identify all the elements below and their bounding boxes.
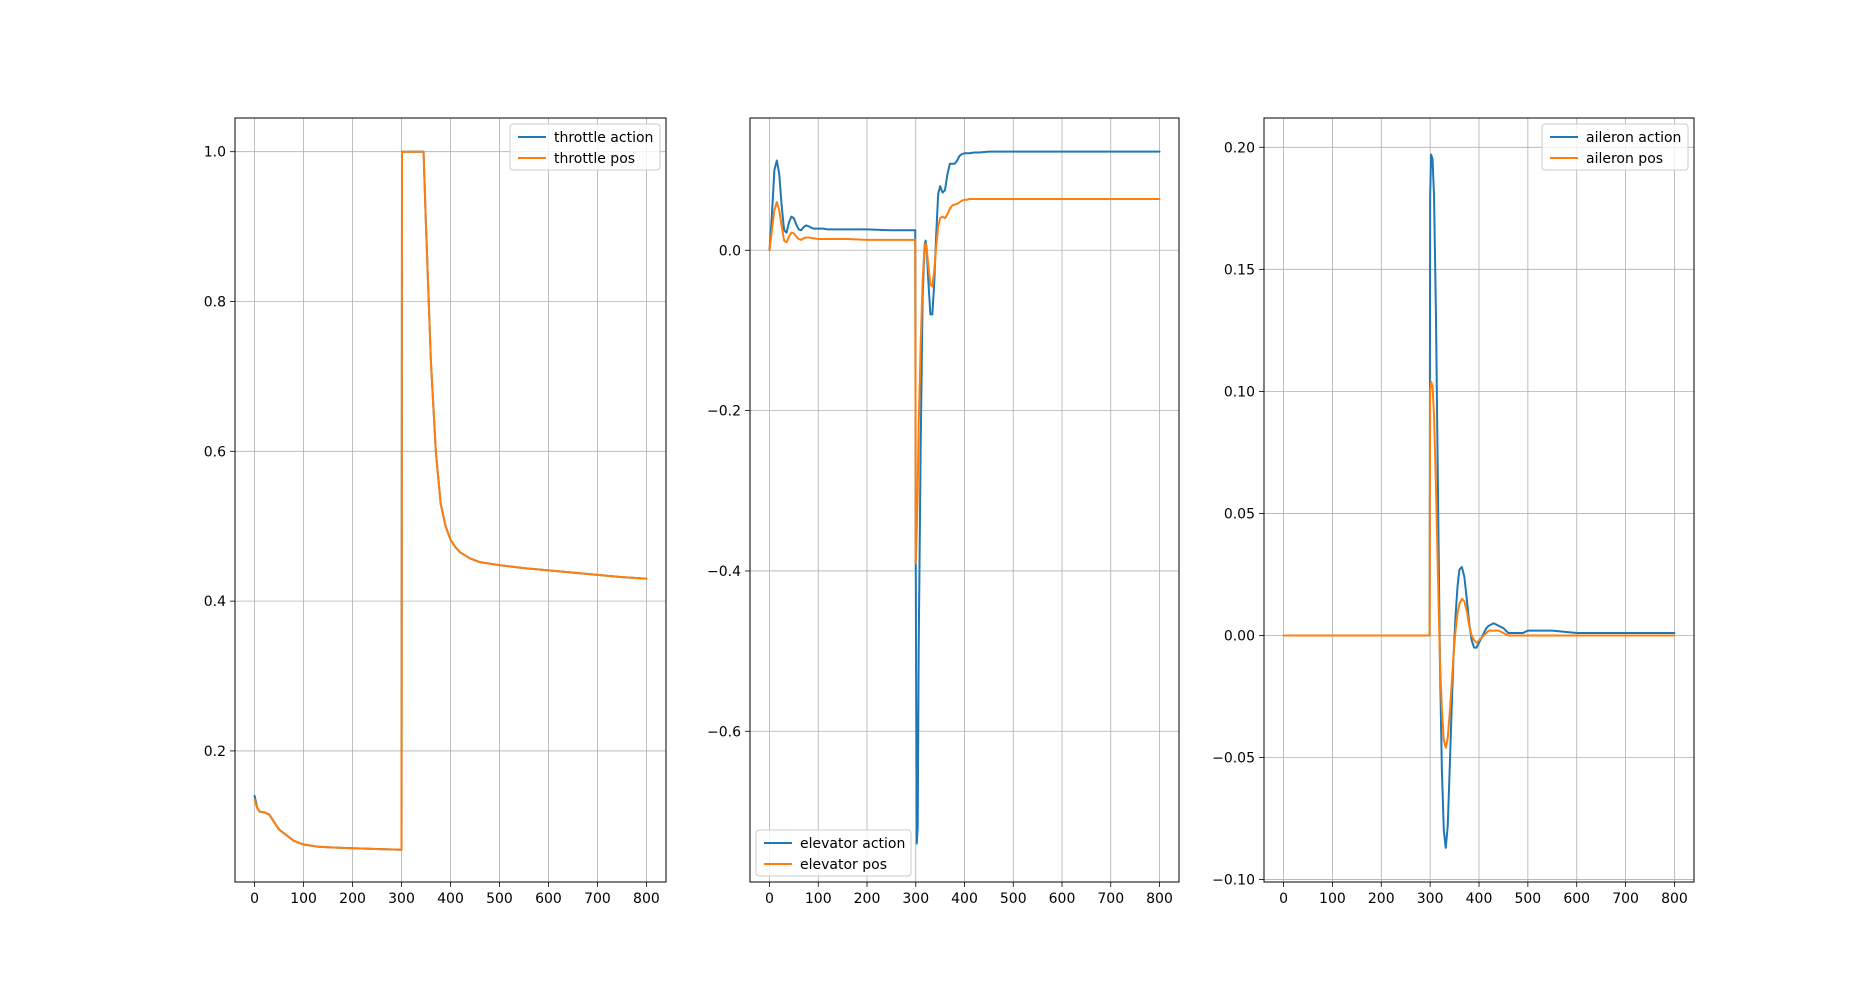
x-tick-label: 100 [805,891,832,907]
y-tick-label: 0.6 [204,444,226,460]
x-tick-label: 600 [1563,891,1590,907]
subplot-elevator: 0 100 200 300 400 500 600 700 800 −0.6 −0.4 −0.2 0.0… [707,117,1180,907]
x-tick-label: 400 [951,891,978,907]
y-tick-label: 0.0 [719,243,741,259]
subplot-aileron: 0 100 200 300 400 500 600 700 800 −0.10 −0.05 0.00 0… [1212,117,1695,907]
x-tick-label: 100 [290,891,317,907]
x-tick-label: 400 [1466,891,1493,907]
legend: throttle action throttle pos [509,123,661,171]
y-tick-label: 0.00 [1224,628,1255,644]
x-tick-label: 800 [1146,891,1173,907]
series-line-elevator-pos [768,197,1161,564]
legend-label: aileron pos [1586,151,1663,167]
x-tick-label: 700 [1097,891,1124,907]
series-line-aileron-pos [1282,380,1676,749]
ticks: 0 100 200 300 400 500 600 700 800 −0.10 −0.05 0.00 0… [1212,140,1688,907]
y-tick-label: −0.4 [707,564,741,580]
x-tick-label: 800 [633,891,660,907]
x-tick-label: 600 [535,891,562,907]
series-line-throttle-pos [253,150,648,851]
legend-label: throttle pos [554,151,635,167]
x-tick-label: 0 [250,891,259,907]
series-line-aileron-action [1282,153,1676,849]
y-tick-label: −0.2 [707,404,741,420]
y-tick-label: 0.15 [1224,262,1255,278]
y-tick-label: 0.8 [204,295,226,311]
y-tick-label: −0.10 [1212,873,1255,889]
subplot-throttle: 0 100 200 300 400 500 600 700 800 0.2 0.4 0.6 0.8 1.0… [204,117,667,907]
x-tick-label: 600 [1049,891,1076,907]
x-tick-label: 500 [1514,891,1541,907]
legend: aileron action aileron pos [1541,123,1689,171]
ticks: 0 100 200 300 400 500 600 700 800 −0.6 −0.4 −0.2 0.0 [707,243,1173,907]
x-tick-label: 0 [1279,891,1288,907]
legend-label: aileron action [1586,130,1681,146]
x-tick-label: 300 [388,891,415,907]
axes-frame [1263,117,1695,883]
x-tick-label: 800 [1661,891,1688,907]
y-tick-label: 0.2 [204,744,226,760]
x-tick-label: 0 [765,891,774,907]
x-tick-label: 300 [1417,891,1444,907]
legend-label: elevator pos [800,857,887,873]
series-group [768,150,1161,845]
x-tick-label: 200 [1368,891,1395,907]
x-tick-label: 700 [584,891,611,907]
legend-box [755,829,912,877]
legend-box [1541,123,1689,171]
grid [235,118,666,882]
legend-label: throttle action [554,130,653,146]
x-tick-label: 400 [437,891,464,907]
x-tick-label: 500 [486,891,513,907]
x-tick-label: 200 [854,891,881,907]
x-tick-label: 300 [902,891,929,907]
series-group [1282,153,1676,849]
axes-frame [234,117,667,883]
y-tick-label: −0.6 [707,724,741,740]
y-tick-label: 0.20 [1224,140,1255,156]
x-tick-label: 700 [1612,891,1639,907]
y-tick-label: 0.4 [204,594,226,610]
x-tick-label: 500 [1000,891,1027,907]
ticks: 0 100 200 300 400 500 600 700 800 0.2 0.4 0.6 0.8 1.0 [204,145,660,907]
legend-box [509,123,661,171]
x-tick-label: 100 [1319,891,1346,907]
y-tick-label: −0.05 [1212,751,1255,767]
legend: elevator action elevator pos [755,829,912,877]
legend-label: elevator action [800,836,905,852]
axes-frame [749,117,1180,883]
series-group [253,150,648,851]
series-line-elevator-action [768,150,1161,845]
y-tick-label: 0.10 [1224,384,1255,400]
x-tick-label: 200 [339,891,366,907]
y-tick-label: 1.0 [204,145,226,161]
y-tick-label: 0.05 [1224,506,1255,522]
